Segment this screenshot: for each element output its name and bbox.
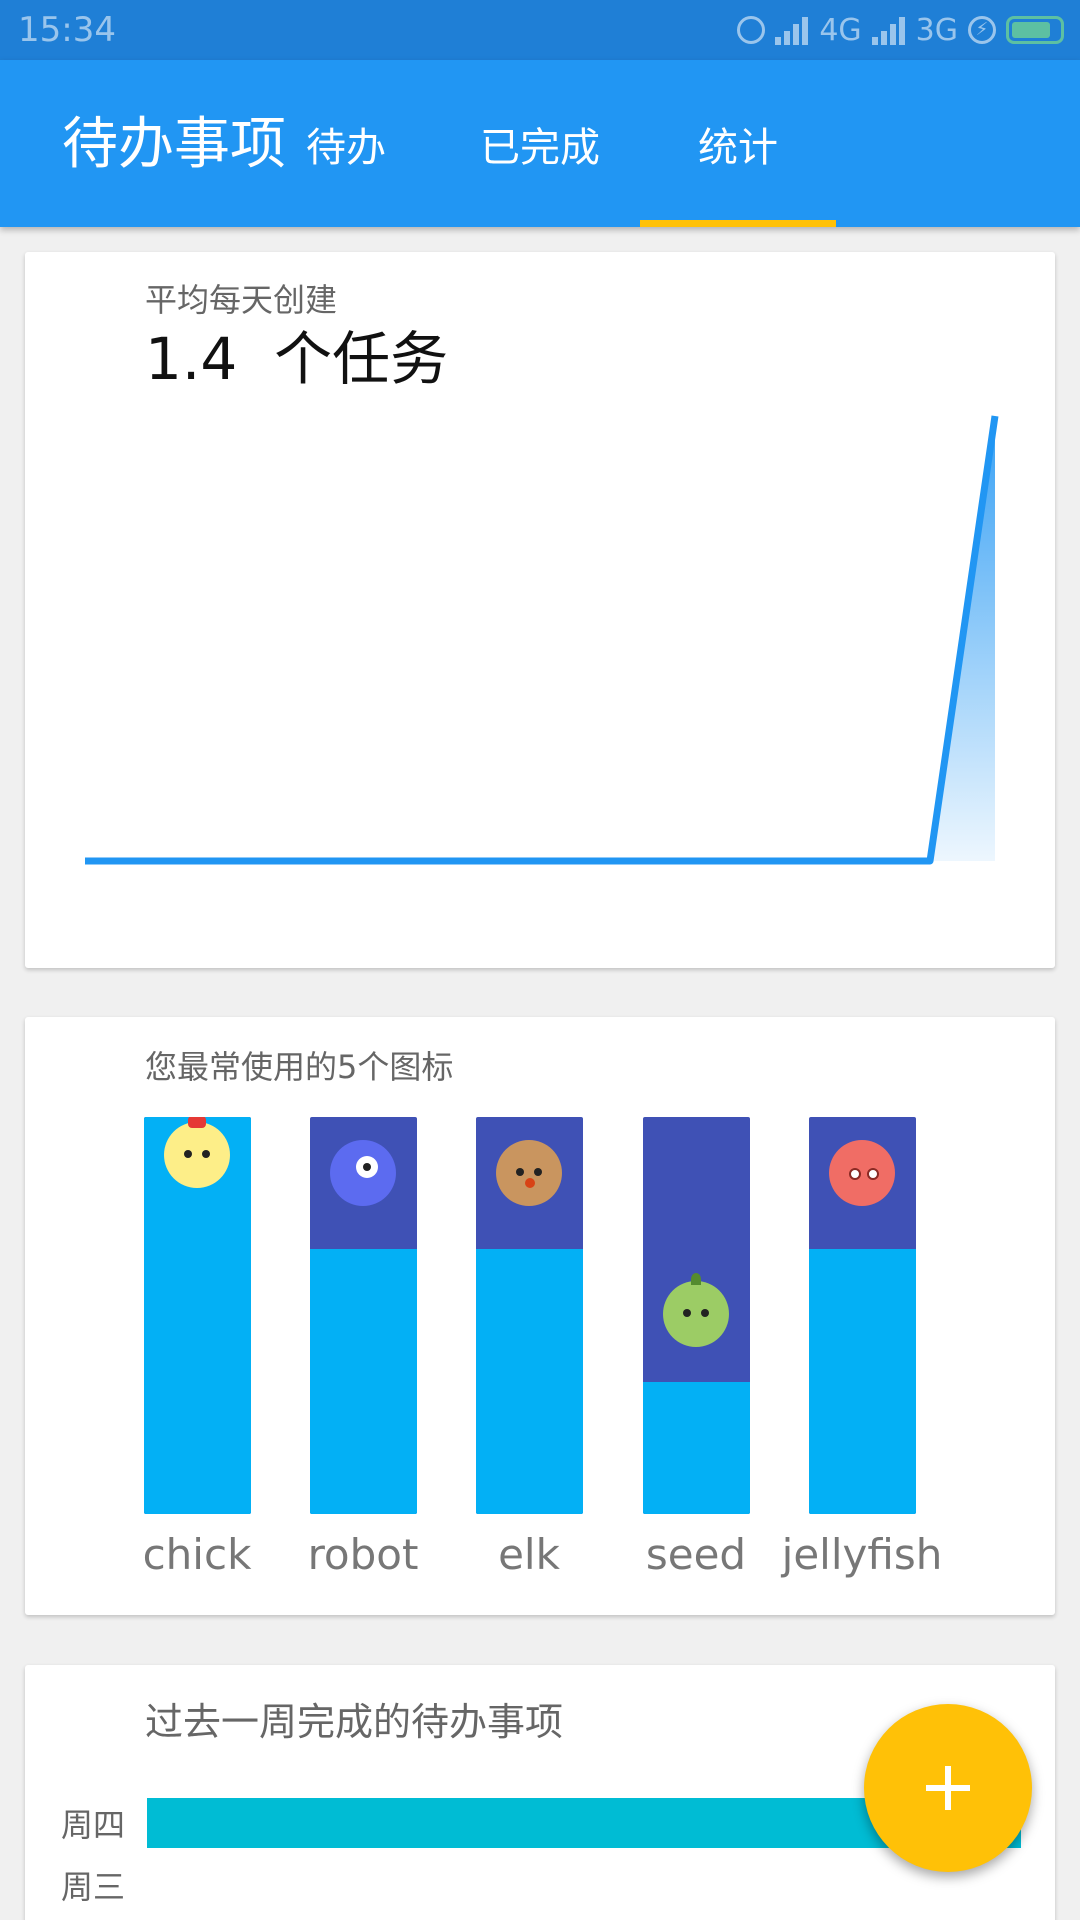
chick-icon [164, 1117, 230, 1188]
signal-icon [775, 15, 809, 45]
bar-label-seed: seed [645, 1530, 747, 1579]
tab-indicator [640, 220, 836, 227]
bar-label-chick: chick [142, 1530, 252, 1579]
icon-bar-robot [310, 1117, 417, 1514]
alarm-icon [737, 16, 766, 44]
app-bar: 待办事项 待办 已完成 统计 [0, 60, 1080, 227]
elk-icon [496, 1140, 562, 1206]
jellyfish-icon [829, 1140, 895, 1206]
icon-bar-fill [310, 1249, 417, 1514]
icon-bar-fill [809, 1249, 916, 1514]
daily-average-subtitle: 平均每天创建 [145, 281, 338, 319]
app-title: 待办事项 [62, 112, 286, 177]
network-type-label: 3G [915, 12, 958, 48]
icon-bar-chick [144, 1117, 251, 1514]
top-icons-card: 您最常使用的5个图标 [25, 1017, 1055, 1615]
status-bar: 15:34 4G 3G ⚡ [0, 0, 1080, 60]
daily-average-number: 1.4 [145, 325, 238, 393]
icon-bar-elk [476, 1117, 583, 1514]
battery-icon [1006, 16, 1064, 44]
status-icons: 4G 3G ⚡ [737, 10, 1064, 50]
icon-bar-fill [643, 1381, 750, 1514]
series-line [85, 415, 999, 865]
tab-completed[interactable]: 已完成 [480, 125, 600, 171]
status-time: 15:34 [18, 10, 116, 50]
weekly-completed-subtitle: 过去一周完成的待办事项 [145, 1700, 564, 1744]
plus-icon [945, 1766, 951, 1810]
icon-bar-seed [643, 1117, 750, 1514]
day-label-wednesday: 周三 [61, 1868, 126, 1906]
tasks-area-chart [85, 415, 999, 865]
area-fill [85, 416, 995, 861]
day-label-thursday: 周四 [61, 1806, 126, 1844]
signal-icon [871, 15, 906, 45]
tab-statistics[interactable]: 统计 [698, 125, 778, 171]
bar-label-robot: robot [307, 1530, 419, 1579]
bar-label-elk: elk [498, 1530, 560, 1579]
weekly-completed-card: 过去一周完成的待办事项 周四 周三 [25, 1665, 1055, 1920]
bar-label-jellyfish: jellyfish [781, 1530, 943, 1579]
seed-icon [663, 1272, 729, 1347]
robot-icon [330, 1140, 396, 1206]
tab-todo[interactable]: 待办 [306, 125, 386, 171]
add-task-button[interactable] [864, 1704, 1032, 1872]
daily-average-unit: 个任务 [274, 325, 449, 393]
icon-bar-jellyfish [809, 1117, 916, 1514]
daily-average-card: 平均每天创建 1.4 个任务 [25, 252, 1055, 968]
icon-bar-fill [476, 1249, 583, 1514]
daily-average-value: 1.4 个任务 [145, 324, 448, 394]
network-type-label: 4G [819, 12, 862, 48]
top-icons-subtitle: 您最常使用的5个图标 [145, 1048, 454, 1086]
charging-icon: ⚡ [968, 16, 996, 44]
